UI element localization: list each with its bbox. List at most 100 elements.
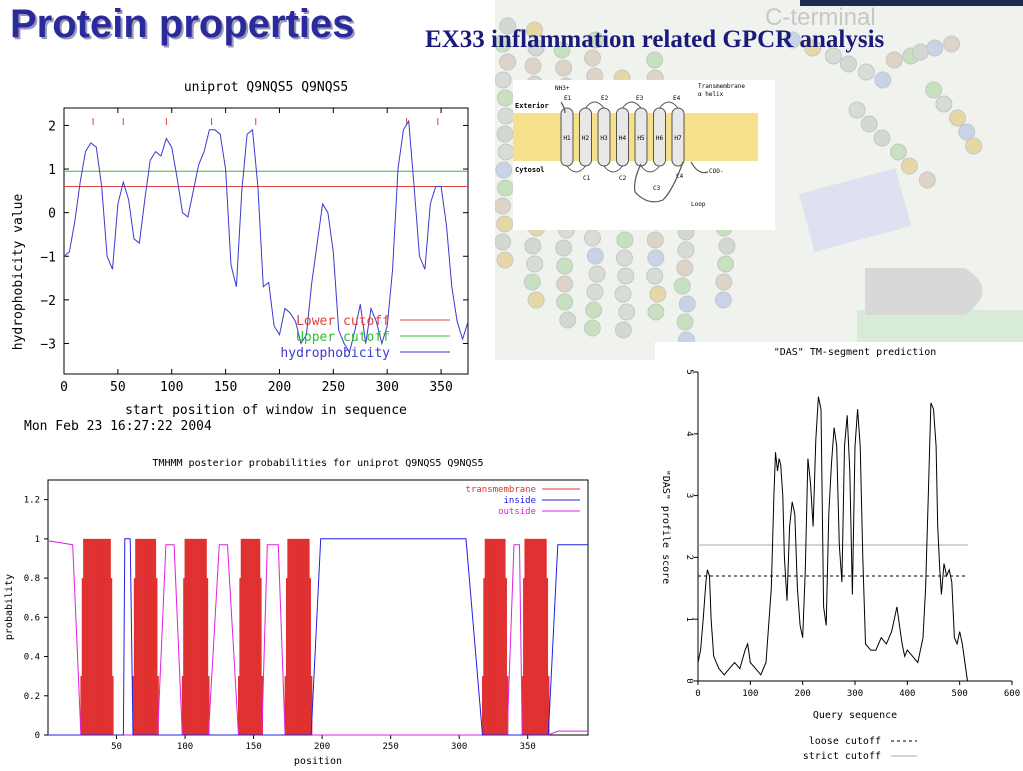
residue-circle (524, 57, 542, 75)
das-xlabel: Query sequence (813, 710, 897, 721)
x-tick-label: 200 (314, 742, 330, 752)
residue-circle (583, 319, 601, 337)
residue-circle (873, 129, 891, 147)
residue-circle (824, 47, 842, 65)
tmhmm-chart-panel: TMHMM posterior probabilities for unipro… (0, 455, 595, 767)
residue-circle (615, 249, 633, 267)
residue-circle (584, 49, 602, 67)
transmembrane-segment (481, 538, 509, 735)
residue-circle (673, 277, 691, 295)
hydrophobicity-chart-title: uniprot Q9NQS5 Q9NQS5 (184, 80, 348, 95)
y-tick-label: −3 (40, 337, 56, 352)
e1-label: E1 (564, 95, 572, 102)
residue-circle (649, 285, 667, 303)
residue-circle (585, 301, 603, 319)
residue-circle (495, 197, 511, 215)
residue-circle (526, 255, 544, 273)
residue-circle (926, 39, 944, 57)
helix-label: H5 (637, 135, 645, 142)
residue-circle (949, 109, 967, 127)
residue-circle (495, 35, 512, 53)
residue-circle (860, 115, 878, 133)
hydrophobicity-plot-frame (63, 107, 469, 375)
residue-circle (885, 51, 903, 69)
legend-label: hydrophobicity (280, 346, 390, 361)
header-accent-bar (800, 0, 1023, 6)
residue-circle (965, 137, 983, 155)
residue-circle (586, 283, 604, 301)
hydrophobicity-xlabel: start position of window in sequence (125, 403, 407, 418)
helix-label: H4 (619, 135, 627, 142)
das-chart: "DAS" TM-segment prediction Query sequen… (660, 347, 1020, 762)
c4-label: C4 (676, 173, 684, 180)
residue-circle (783, 31, 801, 49)
helix-label: H1 (563, 135, 571, 142)
y-tick-label: 1 (48, 163, 56, 178)
loop-label: Loop (691, 201, 706, 208)
x-tick-label: 200 (795, 689, 811, 699)
y-tick-label: 1 (35, 535, 40, 545)
residue-circle (678, 295, 696, 313)
helix-label: H7 (674, 135, 682, 142)
x-tick-label: 250 (383, 742, 399, 752)
residue-circle (646, 231, 664, 249)
residue-circle (935, 95, 953, 113)
hydrophobicity-ylabel: hydrophobicity value (11, 194, 26, 351)
residue-circle (553, 41, 571, 59)
residue-circle (848, 101, 866, 119)
das-chart-panel: "DAS" TM-segment prediction Query sequen… (655, 342, 1023, 767)
residue-circle (497, 107, 515, 125)
residue-circle (647, 303, 665, 321)
helix-loop (622, 101, 642, 109)
residue-circle (527, 291, 545, 309)
helix-cylinder (671, 107, 685, 167)
x-tick-label: 400 (899, 689, 915, 699)
helix-loop (603, 165, 623, 173)
residue-circle (556, 293, 574, 311)
residue-circle (527, 39, 545, 57)
legend-label: Lower cutoff (296, 314, 390, 329)
residue-circle (524, 237, 542, 255)
c1-label: C1 (583, 175, 591, 182)
residue-circle (646, 51, 664, 69)
e4-label: E4 (673, 95, 681, 102)
highlight-band (798, 168, 912, 252)
das-series-line (697, 396, 968, 682)
residue-circle (717, 255, 735, 273)
residue-circle (958, 123, 976, 141)
residue-circle (646, 267, 664, 285)
x-tick-label: 300 (451, 742, 467, 752)
residue-circle (526, 21, 544, 39)
transmembrane-segment (284, 538, 313, 735)
y-tick-label: 5 (684, 369, 694, 374)
residue-circle (583, 229, 601, 247)
x-tick-label: 150 (214, 380, 237, 395)
legend-label: outside (498, 507, 536, 517)
c-terminal-shape (865, 268, 983, 315)
x-tick-label: 350 (520, 742, 536, 752)
slide-title: Protein properties (10, 2, 355, 46)
residue-circle (617, 267, 635, 285)
residue-circle (676, 313, 694, 331)
residue-circle (587, 31, 605, 49)
das-chart-title: "DAS" TM-segment prediction (774, 347, 937, 358)
residue-circle (857, 63, 875, 81)
coo-label: COO- (709, 168, 723, 175)
e3-label: E3 (636, 95, 644, 102)
residue-circle (614, 285, 632, 303)
residue-circle (495, 71, 512, 89)
helix-loop (659, 101, 679, 109)
hydrophobicity-footer-date: Mon Feb 23 16:27:22 2004 (24, 419, 212, 434)
background-snake-diagram (495, 0, 1023, 360)
x-tick-label: 50 (110, 380, 126, 395)
transmembrane-segment (521, 538, 550, 735)
residue-circle (900, 157, 918, 175)
das-ylabel: "DAS" profile score (660, 470, 671, 584)
residue-circle (497, 179, 515, 197)
residue-circle (889, 143, 907, 161)
residue-circle (496, 215, 514, 233)
y-tick-label: 2 (684, 555, 694, 560)
residue-circle (715, 273, 733, 291)
residue-circle (499, 53, 517, 71)
e2-label: E2 (601, 95, 609, 102)
